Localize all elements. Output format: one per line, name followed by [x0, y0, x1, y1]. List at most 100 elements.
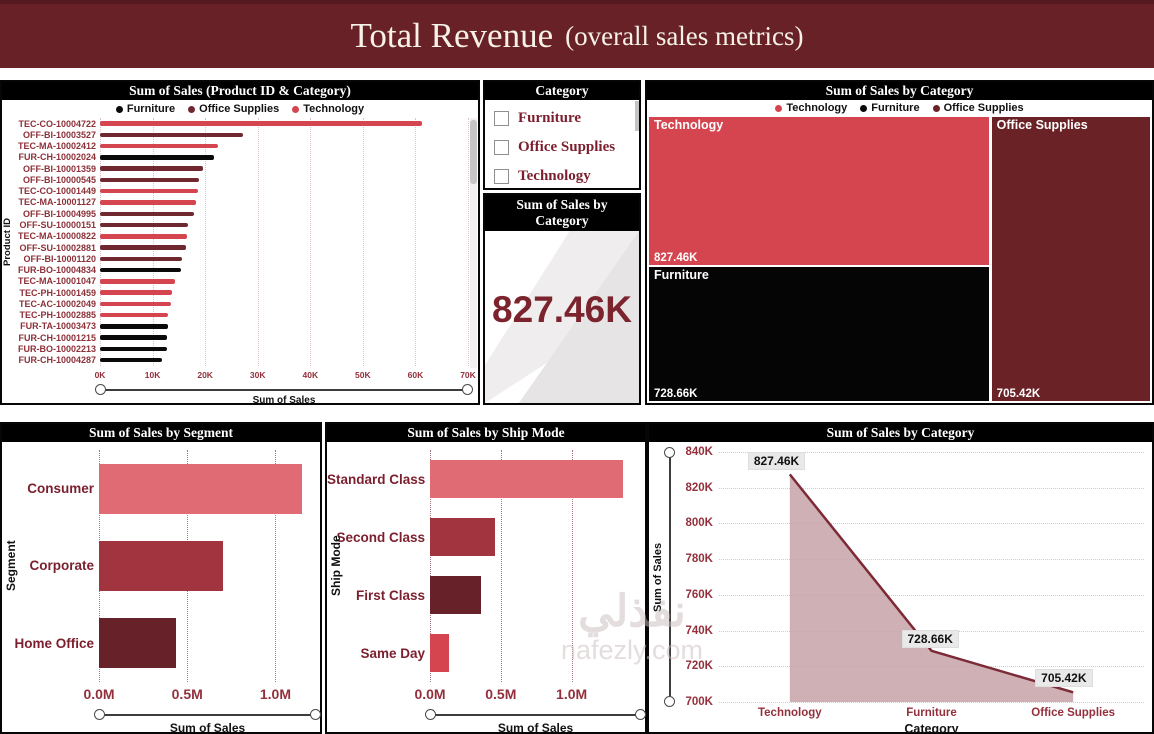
bar-off-bi-10000545[interactable] — [100, 177, 200, 183]
bar-label: Standard Class — [327, 471, 426, 487]
bar-tec-ph-10001459[interactable] — [100, 290, 173, 295]
bar-label: FUR-TA-10003473 — [20, 321, 96, 332]
bar-same-day[interactable] — [430, 634, 449, 672]
gridline — [719, 487, 1144, 489]
bar-off-su-10002881[interactable] — [100, 245, 187, 250]
bar-off-su-10000151[interactable] — [100, 222, 189, 228]
bar-corporate[interactable] — [99, 540, 223, 592]
slicer-item-furniture[interactable]: Furniture — [494, 104, 630, 133]
bar-label: Second Class — [336, 529, 425, 545]
bar-tec-ma-10002412[interactable] — [100, 143, 219, 149]
bar-label: TEC-MA-10001127 — [18, 197, 96, 208]
bar-row: TEC-CO-10004722 — [2, 118, 470, 129]
bar-row: Home Office — [2, 605, 320, 682]
area-chart-x-categories: Technology Furniture Office Supplies — [719, 707, 1144, 721]
gridline — [500, 450, 502, 682]
bar-off-bi-10003527[interactable] — [100, 132, 243, 138]
bar-fur-ch-10001215[interactable] — [100, 335, 168, 340]
treemap-tile-office-supplies[interactable]: Office Supplies 705.42K — [991, 117, 1150, 401]
bar-label: FUR-CH-10002024 — [18, 152, 96, 163]
scrollbar-thumb[interactable] — [470, 120, 477, 184]
slider-handle-max[interactable] — [664, 447, 675, 458]
x-axis-title: Category — [904, 722, 959, 734]
x-axis-range-slider[interactable] — [94, 709, 321, 720]
legend-dot — [775, 104, 783, 112]
bar-fur-ch-10004287[interactable] — [100, 357, 162, 363]
treemap-tile-furniture[interactable]: Furniture 728.66K — [649, 266, 989, 401]
legend-item-technology[interactable]: Technology — [292, 103, 364, 115]
bar-tec-co-10001449[interactable] — [100, 188, 199, 194]
bar-first-class[interactable] — [430, 576, 481, 614]
bar-fur-bo-10002213[interactable] — [100, 346, 168, 352]
bar-consumer[interactable] — [99, 463, 303, 514]
slider-handle-max[interactable] — [310, 709, 321, 720]
x-tick: 0.5M — [485, 686, 517, 702]
bar-row: TEC-MA-10002412 — [2, 141, 470, 152]
segment-chart-bars: Consumer Corporate Home Office — [2, 450, 320, 682]
bar-label: OFF-BI-10001359 — [22, 163, 96, 174]
bar-fur-ta-10003473[interactable] — [100, 324, 168, 329]
bar-label: FUR-BO-10002213 — [17, 343, 96, 354]
legend-item-office-supplies[interactable]: Office Supplies — [188, 103, 279, 115]
bar-standard-class[interactable] — [430, 460, 624, 498]
checkbox-office-supplies[interactable] — [494, 140, 509, 155]
slider-handle-max[interactable] — [462, 384, 473, 395]
x-axis-range-slider[interactable] — [425, 709, 646, 720]
slicer-body: Furniture Office Supplies Technology — [485, 100, 639, 191]
card-body: 827.46K — [485, 231, 639, 403]
bar-area — [430, 566, 645, 624]
gridline — [468, 118, 469, 366]
bar-row: TEC-AC-10002049 — [2, 298, 470, 309]
legend-item-office-supplies[interactable]: Office Supplies — [932, 102, 1024, 114]
gridline — [257, 118, 259, 366]
bar-second-class[interactable] — [430, 518, 495, 556]
bar-off-bi-10001359[interactable] — [100, 166, 204, 171]
slider-handle-min[interactable] — [664, 696, 675, 707]
gridline — [205, 118, 207, 366]
legend-item-furniture[interactable]: Furniture — [115, 103, 175, 115]
slicer-item-technology[interactable]: Technology — [494, 162, 630, 191]
slicer-item-office-supplies[interactable]: Office Supplies — [494, 133, 630, 162]
y-axis-title: Ship Mode — [329, 535, 343, 597]
bar-row: TEC-MA-10001047 — [2, 276, 470, 287]
bar-off-bi-10001120[interactable] — [100, 256, 182, 262]
x-tick: 40K — [302, 370, 319, 380]
bar-tec-ac-10002049[interactable] — [100, 301, 172, 307]
bar-row: TEC-MA-10001127 — [2, 197, 470, 208]
checkbox-technology[interactable] — [494, 169, 509, 184]
legend-label: Office Supplies — [943, 102, 1024, 114]
bar-off-bi-10004995[interactable] — [100, 211, 195, 216]
tile-label: Furniture — [654, 267, 709, 282]
bar-row: FUR-TA-10003473 — [2, 321, 470, 332]
segment-sales-chart-panel: Sum of Sales by Segment Consumer Corporat… — [0, 422, 322, 734]
bar-tec-ma-10001127[interactable] — [100, 200, 197, 205]
legend-item-furniture[interactable]: Furniture — [860, 102, 920, 114]
product-chart-bars: TEC-CO-10004722 OFF-BI-10003527 TEC-MA-100… — [2, 118, 470, 366]
bar-home-office[interactable] — [99, 618, 177, 669]
slider-handle-min[interactable] — [95, 384, 106, 395]
area-shape — [719, 452, 1144, 702]
slider-handle-min[interactable] — [94, 709, 105, 720]
gridline — [310, 118, 312, 366]
slider-handle-min[interactable] — [425, 709, 436, 720]
x-axis-range-slider[interactable] — [95, 384, 473, 395]
slicer-scrollbar[interactable] — [635, 101, 639, 131]
chart-scrollbar[interactable] — [470, 118, 477, 368]
bar-tec-ma-10000822[interactable] — [100, 234, 188, 239]
slider-handle-max[interactable] — [635, 709, 646, 720]
y-axis-range-slider[interactable] — [664, 447, 675, 707]
bar-fur-bo-10004834[interactable] — [100, 267, 182, 273]
area-chart-plot[interactable]: 827.46K 728.66K 705.42K — [719, 452, 1144, 703]
bar-fur-ch-10002024[interactable] — [100, 155, 215, 160]
x-tick: 60K — [407, 370, 424, 380]
bar-tec-co-10004722[interactable] — [100, 121, 423, 126]
treemap-tile-technology[interactable]: Technology 827.46K — [649, 117, 989, 265]
bar-row: FUR-BO-10002213 — [2, 343, 470, 354]
legend-item-technology[interactable]: Technology — [775, 102, 847, 114]
bar-row: OFF-SU-10000151 — [2, 219, 470, 230]
bar-tec-ph-10002885[interactable] — [100, 312, 168, 318]
checkbox-furniture[interactable] — [494, 111, 509, 126]
bar-tec-ma-10001047[interactable] — [100, 279, 176, 284]
legend-dot — [932, 104, 940, 112]
y-tick: 820K — [685, 481, 714, 494]
